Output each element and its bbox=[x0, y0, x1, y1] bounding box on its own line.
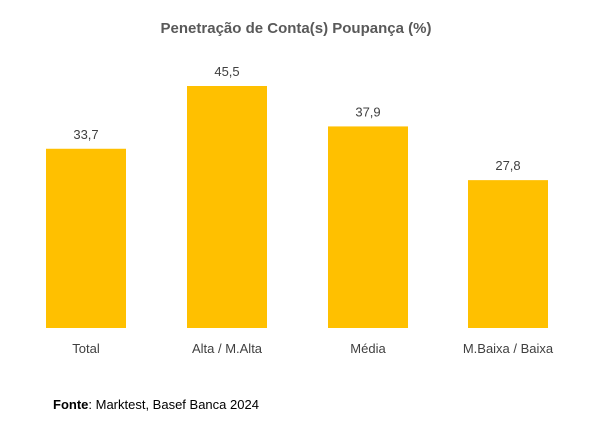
bar-3 bbox=[468, 180, 548, 328]
source-label: Fonte bbox=[53, 397, 89, 412]
bar-1 bbox=[187, 86, 267, 328]
category-label-3: M.Baixa / Baixa bbox=[463, 341, 554, 356]
data-label-3: 27,8 bbox=[495, 158, 520, 173]
data-label-0: 33,7 bbox=[73, 127, 98, 142]
category-label-2: Média bbox=[350, 341, 386, 356]
chart-title: Penetração de Conta(s) Poupança (%) bbox=[160, 20, 432, 37]
source-text: : Marktest, Basef Banca 2024 bbox=[88, 397, 259, 412]
bar-2 bbox=[328, 126, 408, 328]
bar-0 bbox=[46, 148, 126, 328]
data-label-2: 37,9 bbox=[355, 104, 380, 119]
source-note: Fonte: Marktest, Basef Banca 2024 bbox=[53, 397, 259, 412]
category-label-1: Alta / M.Alta bbox=[192, 341, 263, 356]
category-label-0: Total bbox=[72, 341, 100, 356]
data-label-1: 45,5 bbox=[214, 64, 239, 79]
